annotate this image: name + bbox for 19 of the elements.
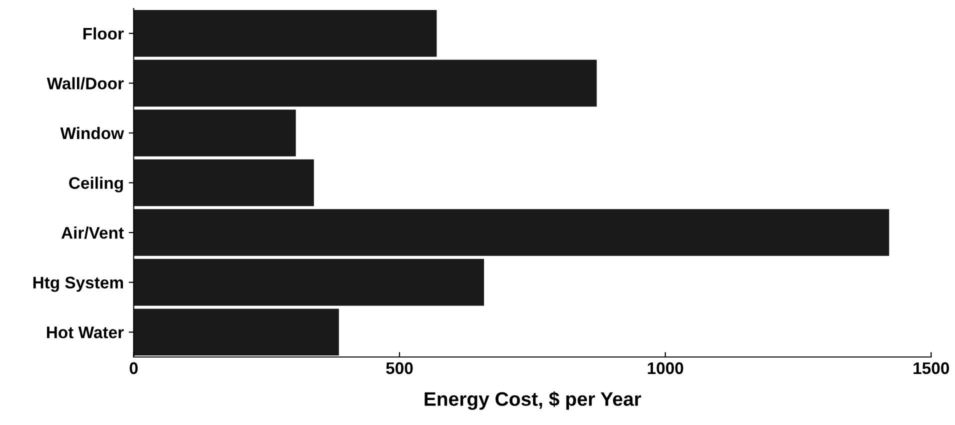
x-tick-label: 1000 bbox=[648, 362, 684, 374]
bar bbox=[134, 308, 339, 356]
x-axis-title: Energy Cost, $ per Year bbox=[424, 391, 642, 410]
y-tick-label: Air/Vent bbox=[61, 226, 124, 239]
y-tick-label: Htg System bbox=[33, 276, 123, 292]
bar bbox=[134, 10, 437, 57]
x-tick-label: 0 bbox=[130, 362, 138, 374]
bar bbox=[134, 110, 296, 156]
y-tick-label: Window bbox=[60, 126, 124, 140]
y-tick-label: Hot Water bbox=[47, 326, 124, 338]
bar bbox=[134, 209, 890, 256]
y-tick-label: Ceiling bbox=[69, 176, 123, 192]
x-tick-label: 1500 bbox=[914, 362, 949, 374]
y-tick-label: Floor bbox=[83, 27, 124, 40]
y-tick-label: Wall/Door bbox=[46, 77, 124, 90]
bar bbox=[134, 258, 484, 306]
x-tick-label: 500 bbox=[386, 362, 413, 374]
bar bbox=[134, 60, 597, 107]
bar bbox=[134, 159, 314, 206]
